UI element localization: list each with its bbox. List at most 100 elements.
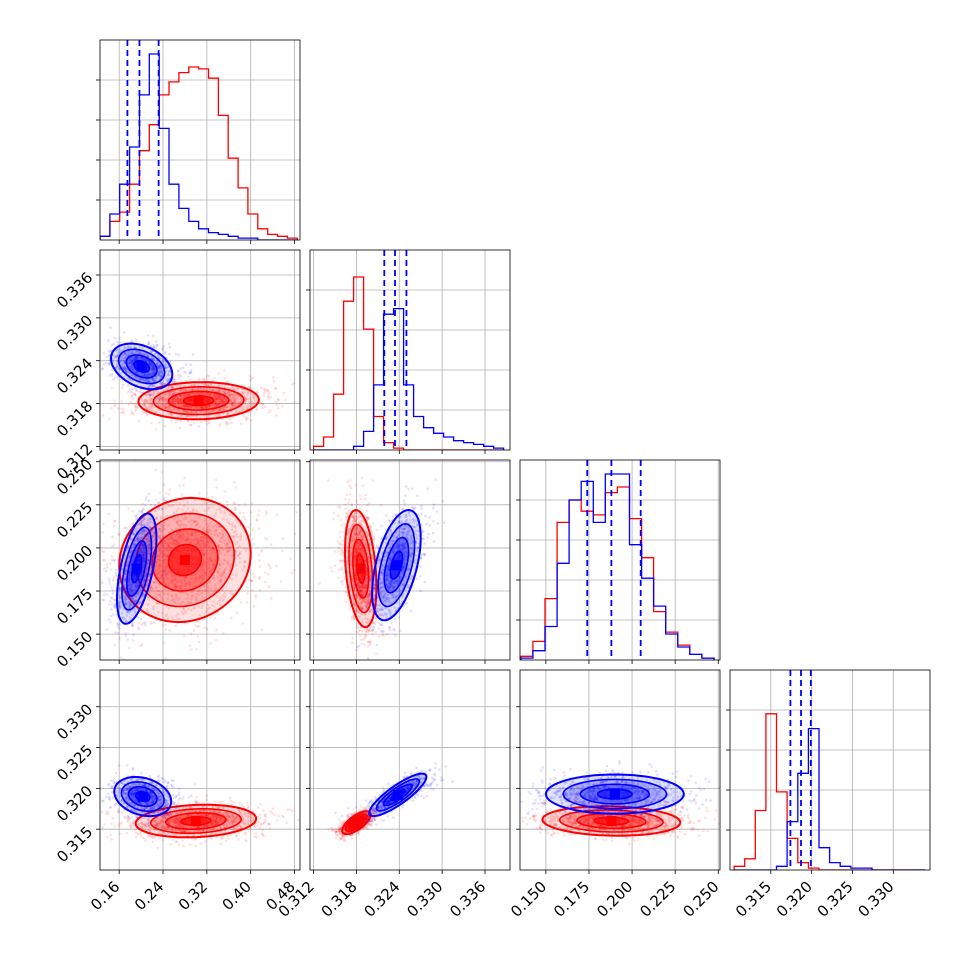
series_b-point (261, 403, 265, 406)
series_b-point (185, 393, 189, 397)
series_b-point (120, 407, 123, 411)
series_b-point (164, 406, 168, 409)
series_a-point (181, 366, 185, 369)
series_b-point (232, 386, 235, 390)
series_b-point (219, 540, 223, 544)
series_b-point (148, 399, 152, 403)
series_a-point (129, 365, 133, 369)
series_b-point (161, 624, 164, 627)
series_a-point (134, 355, 138, 358)
series_a-point (143, 373, 147, 377)
series_b-point (174, 397, 177, 401)
series_a-point (151, 372, 154, 376)
series_b-point (171, 398, 175, 401)
series_b-point (165, 541, 169, 545)
series_a-point (124, 356, 127, 360)
series_b-point (195, 406, 198, 410)
series_a-point (107, 618, 111, 621)
series_b-point (245, 407, 249, 411)
series_b-point (340, 524, 344, 527)
series_b-point (212, 403, 215, 406)
series_a-point (140, 356, 144, 359)
series_a-point (105, 355, 109, 359)
series_b-point (276, 407, 280, 410)
series_b-point (219, 409, 222, 412)
series_b-point (223, 398, 227, 402)
series_a-point (156, 554, 160, 558)
series_a-point (149, 588, 152, 592)
series_b-point (275, 564, 278, 568)
series_b-point (213, 395, 216, 398)
series_a-point (143, 621, 147, 624)
series_b-point (243, 384, 247, 388)
series_b-point (201, 405, 204, 409)
series_a-point (163, 362, 167, 366)
series_b-point (216, 389, 220, 393)
series_b-point (177, 400, 180, 403)
series_b-point (67, 587, 70, 590)
series_b-point (118, 588, 122, 592)
series_b-point (156, 390, 159, 393)
grid (100, 460, 300, 660)
series_b-point (237, 401, 241, 405)
series_b-point (183, 394, 187, 397)
series_a-point (165, 363, 168, 366)
series_b-point (103, 558, 107, 562)
series_b-point (167, 407, 171, 411)
series_a-point (153, 503, 157, 507)
series_a-point (152, 346, 156, 349)
series_b-point (234, 573, 238, 577)
series_b-point (208, 387, 211, 391)
series_b-point (266, 388, 270, 392)
series_b-point (210, 410, 213, 414)
series_b-point (215, 390, 219, 393)
series_b-point (263, 391, 266, 395)
series_a-point (199, 386, 202, 390)
series_b-point (164, 516, 167, 519)
series_b-point (234, 486, 237, 489)
series_a-point (161, 383, 165, 386)
series_b-point (142, 400, 146, 404)
series_a-point (130, 373, 134, 377)
series_b-point (332, 511, 336, 515)
series_b-point (209, 392, 212, 396)
series_b-point (128, 580, 131, 584)
series_b-point (208, 556, 212, 560)
series_b-point (190, 523, 193, 527)
series_b-point (202, 387, 205, 390)
series_a-point (116, 354, 119, 358)
series_b-point (168, 393, 172, 397)
series_b-point (229, 391, 232, 395)
series_b-point (147, 405, 150, 408)
series_a-point (111, 591, 115, 595)
series_b-point (166, 617, 170, 620)
series_a-point (95, 350, 98, 353)
series_b-point (171, 401, 174, 404)
series_a-point (159, 382, 162, 385)
series_a-point (152, 358, 156, 361)
series_b-point (182, 405, 185, 408)
series_a-point (157, 367, 161, 370)
series_b-point (187, 388, 191, 392)
series_b-point (371, 522, 375, 525)
series_b-point (217, 396, 220, 400)
series_a-point (113, 376, 117, 380)
series_b-point (364, 493, 367, 497)
series_a-point (168, 370, 171, 374)
series_a-point (151, 370, 154, 374)
series_b-point (189, 541, 193, 544)
series_a-point (156, 522, 159, 526)
series_b-point (207, 524, 211, 528)
series_b-point (177, 535, 181, 539)
series_a-point (127, 350, 131, 353)
series_b-point (255, 518, 258, 521)
series_b-point (242, 515, 246, 519)
series_b-point (190, 405, 194, 409)
series_b-point (239, 397, 243, 400)
series_a-point (163, 570, 167, 573)
series_b-point (160, 575, 164, 579)
series_b-point (231, 401, 234, 405)
series_a-point (159, 576, 162, 580)
series_b-point (267, 392, 271, 396)
series_a-point (114, 355, 118, 359)
